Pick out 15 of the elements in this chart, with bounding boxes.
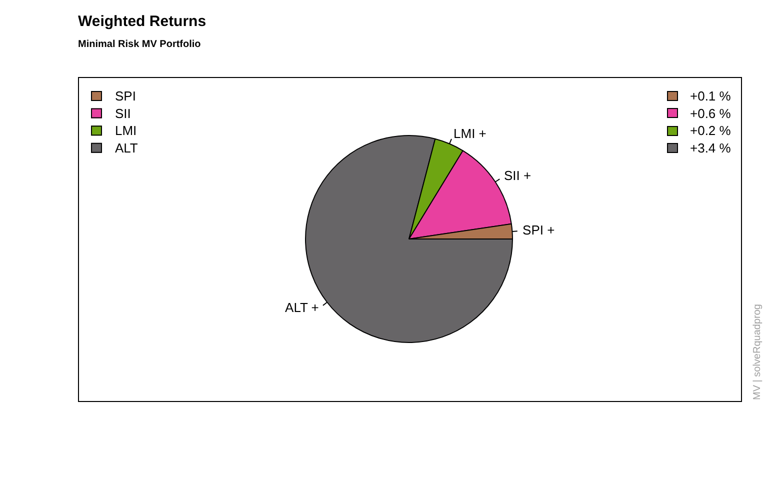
legend-label: SII bbox=[115, 106, 131, 121]
legend-label: ALT bbox=[115, 140, 138, 156]
text: LMI + bbox=[454, 126, 486, 141]
text: MV | solveRquadprog bbox=[752, 304, 763, 400]
text: SPI + bbox=[522, 222, 555, 238]
data-label: +0.1 % bbox=[690, 88, 732, 104]
text: ALT + bbox=[285, 300, 319, 316]
data-label: +3.4 % bbox=[690, 140, 732, 156]
data-label: +0.2 % bbox=[690, 123, 732, 138]
chart-subtitle: Minimal Risk MV Portfolio bbox=[78, 39, 201, 50]
legend-label: SPI bbox=[115, 88, 136, 104]
text: SII + bbox=[504, 168, 532, 183]
chart-title: Weighted Returns bbox=[78, 13, 206, 30]
data-label: +0.6 % bbox=[690, 106, 732, 121]
legend-label: LMI bbox=[115, 123, 137, 138]
